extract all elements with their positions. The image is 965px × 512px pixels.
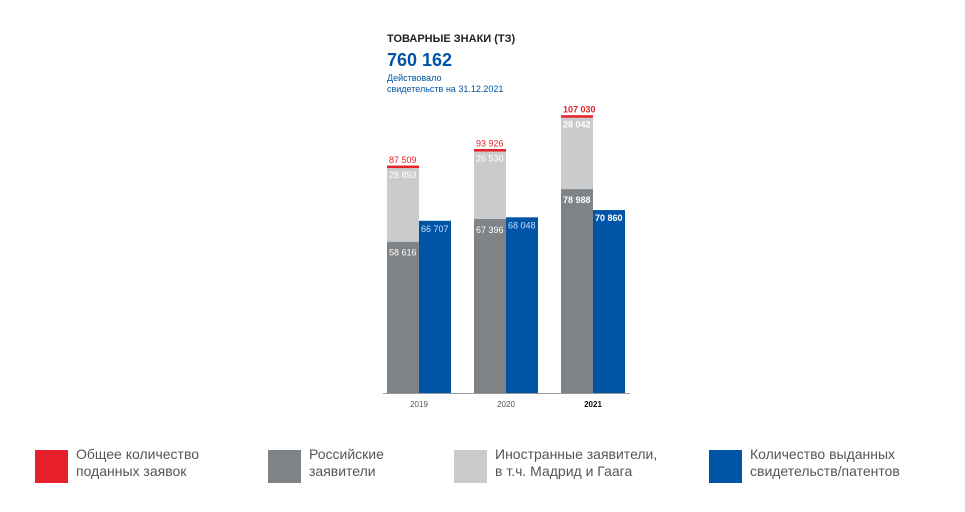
legend-swatch-foreign <box>454 450 487 483</box>
label-total-2020: 93 926 <box>476 139 504 149</box>
x-tick-2020: 2020 <box>497 400 515 409</box>
legend-label-foreign-line2: в т.ч. Мадрид и Гаага <box>495 463 633 479</box>
legend-label-total-line2: поданных заявок <box>76 463 187 479</box>
bar-issued-2020 <box>506 217 538 393</box>
legend-swatch-total <box>35 450 68 483</box>
legend-label-foreign-line1: Иностранные заявители, <box>495 446 658 462</box>
legend-label-russian: Российские заявители <box>309 446 519 480</box>
x-tick-2019: 2019 <box>410 400 428 409</box>
legend-swatch-russian <box>268 450 301 483</box>
legend-label-total-line1: Общее количество <box>76 446 200 462</box>
bar-russian-2021 <box>561 189 593 393</box>
bar-issued-2019 <box>419 220 451 393</box>
legend-swatch-issued <box>709 450 742 483</box>
bar-russian-2019 <box>387 241 419 393</box>
active-certificates-count: 760 162 <box>387 50 453 70</box>
legend-label-issued-line1: Количество выданных <box>750 446 896 462</box>
legend-label-foreign: Иностранные заявители, в т.ч. Мадрид и Г… <box>495 446 705 480</box>
legend: Общее количество поданных заявок Российс… <box>0 446 965 496</box>
chart-title: ТОВАРНЫЕ ЗНАКИ (ТЗ) <box>387 33 516 45</box>
bar-issued-2021 <box>593 210 625 393</box>
chart-subtitle: Действовало свидетельств на 31.12.2021 <box>387 73 547 95</box>
label-foreign-2020: 26 530 <box>476 154 504 164</box>
marker-total-2020 <box>474 149 506 152</box>
label-russian-2021: 78 988 <box>563 195 591 205</box>
label-total-2019: 87 509 <box>389 155 417 165</box>
legend-label-issued: Количество выданных свидетельств/патенто… <box>750 446 960 480</box>
bar-foreign-2019 <box>387 167 419 242</box>
subtitle-line-2: свидетельств на 31.12.2021 <box>387 84 504 94</box>
bar-chart: 87 509 28 893 58 616 66 707 2019 93 926 26 530… <box>383 105 630 409</box>
legend-item-issued: Количество выданных свидетельств/патенто… <box>709 446 960 483</box>
legend-item-foreign: Иностранные заявители, в т.ч. Мадрид и Г… <box>454 446 705 483</box>
subtitle-line-1: Действовало <box>387 73 442 83</box>
legend-label-total: Общее количество поданных заявок <box>76 446 286 480</box>
marker-total-2019 <box>387 165 419 169</box>
legend-item-russian: Российские заявители <box>268 446 519 483</box>
bar-foreign-2020 <box>474 150 506 219</box>
label-issued-2021: 70 860 <box>595 213 623 223</box>
label-russian-2019: 58 616 <box>389 248 417 258</box>
label-foreign-2019: 28 893 <box>389 170 417 180</box>
bar-russian-2020 <box>474 218 506 393</box>
marker-total-2021 <box>561 115 593 118</box>
bar-foreign-2021 <box>561 116 593 190</box>
label-foreign-2021: 28 042 <box>563 120 591 130</box>
legend-item-total: Общее количество поданных заявок <box>35 446 286 483</box>
label-issued-2020: 68 048 <box>508 220 536 230</box>
legend-label-russian-line2: заявители <box>309 463 376 479</box>
x-tick-2021: 2021 <box>584 400 602 409</box>
legend-label-russian-line1: Российские <box>309 446 384 462</box>
label-issued-2019: 66 707 <box>421 224 449 234</box>
label-total-2021: 107 030 <box>563 105 596 115</box>
label-russian-2020: 67 396 <box>476 225 504 235</box>
legend-label-issued-line2: свидетельств/патентов <box>750 463 900 479</box>
